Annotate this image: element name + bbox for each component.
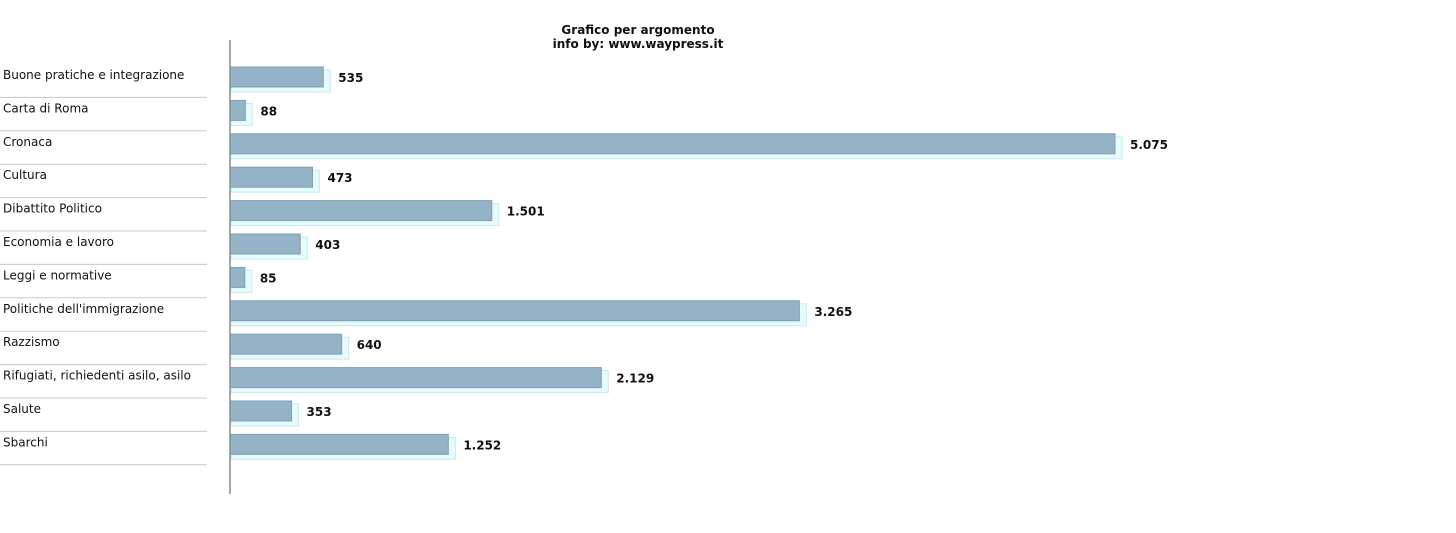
- value-label: 640: [357, 338, 382, 352]
- chart-subtitle-text: info by: www.waypress.it: [552, 37, 724, 51]
- value-label: 1.501: [507, 205, 545, 219]
- chart-title: Grafico per argomento info by: www.waypr…: [488, 23, 788, 51]
- value-label: 5.075: [1130, 138, 1168, 152]
- bar: [229, 266, 246, 288]
- chart-title-text: Grafico per argomento: [561, 23, 715, 37]
- bar: [229, 166, 313, 188]
- bar: [229, 233, 301, 255]
- value-label: 88: [260, 104, 277, 118]
- category-label: Politiche dell'immigrazione: [3, 302, 164, 316]
- category-label: Leggi e normative: [3, 268, 112, 282]
- category-label: Cronaca: [3, 135, 52, 149]
- value-label: 85: [260, 271, 277, 285]
- bar: [229, 400, 293, 422]
- bar: [229, 433, 449, 455]
- value-label: 1.252: [463, 438, 501, 452]
- value-label: 473: [327, 171, 352, 185]
- category-label: Sbarchi: [3, 435, 48, 449]
- bar: [229, 300, 800, 322]
- bar: [229, 333, 343, 355]
- value-label: 353: [307, 405, 332, 419]
- bar: [229, 367, 602, 389]
- category-label: Dibattito Politico: [3, 202, 102, 216]
- bar: [229, 200, 493, 222]
- value-label: 535: [338, 71, 363, 85]
- category-label: Economia e lavoro: [3, 235, 114, 249]
- bar: [229, 66, 324, 88]
- bar: [229, 133, 1116, 155]
- bar: [229, 99, 246, 121]
- category-label: Razzismo: [3, 335, 60, 349]
- value-label: 2.129: [616, 372, 654, 386]
- category-label: Carta di Roma: [3, 101, 89, 115]
- category-label: Cultura: [3, 168, 47, 182]
- value-label: 403: [315, 238, 340, 252]
- category-label: Buone pratiche e integrazione: [3, 68, 184, 82]
- value-label: 3.265: [814, 305, 852, 319]
- category-label: Rifugiati, richiedenti asilo, asilo: [3, 369, 191, 383]
- category-label: Salute: [3, 402, 41, 416]
